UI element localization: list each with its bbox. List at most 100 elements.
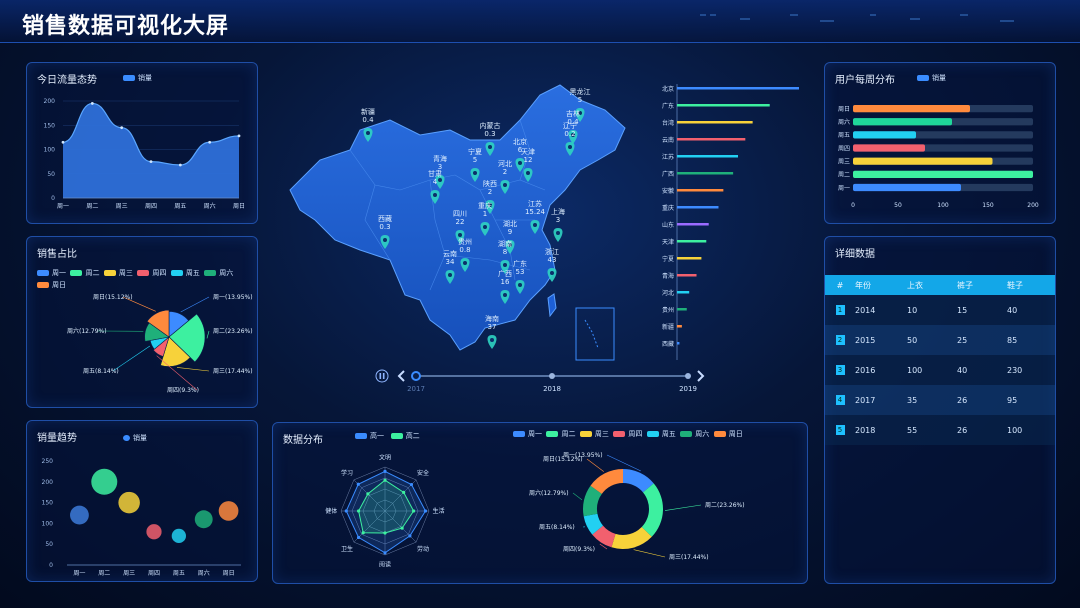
cell: 26	[957, 395, 968, 405]
bubble	[146, 524, 162, 540]
table-header: # 年份 上衣 裤子 鞋子	[825, 275, 1055, 295]
map-province-label: 北京 6	[504, 138, 536, 154]
category-label: 周日	[838, 106, 850, 113]
radar-point	[356, 482, 360, 486]
province-value: 34	[445, 258, 455, 266]
x-tick-label: 周三	[116, 203, 128, 210]
province-value: 0.8	[459, 246, 471, 254]
traffic-chart: 200 150 100 50 0周一 周二 周三 周四 周五 周六 周日	[44, 98, 245, 210]
legend-label: 周三	[594, 430, 609, 438]
timeline-node-2019[interactable]	[685, 373, 691, 379]
province-label: 河北	[662, 289, 674, 297]
radar-point	[383, 551, 387, 555]
map-province-label: 海南 37	[476, 315, 508, 331]
bubble	[118, 491, 140, 514]
province-name: 湖南	[498, 240, 512, 248]
map-province-label: 贵州 0.8	[449, 238, 481, 254]
legend-label: 周一	[528, 430, 542, 438]
province-value: 3	[555, 216, 561, 224]
south-sea-inset	[575, 307, 615, 361]
province-name: 陕西	[483, 180, 497, 188]
cell: 40	[957, 365, 968, 375]
radar-axis-label: 阅读	[379, 561, 391, 569]
radar-axis-label: 生活	[433, 507, 445, 515]
province-name: 内蒙古	[479, 122, 501, 130]
cell: 25	[957, 335, 968, 345]
map-pin-dot	[533, 223, 537, 227]
legend-item: 周六	[204, 269, 233, 277]
timeline-node-2017[interactable]	[411, 371, 421, 381]
header-decoration	[700, 14, 1014, 22]
map-province-label: 浙江 43	[536, 248, 568, 264]
y-tick-label: 150	[42, 500, 54, 507]
timeline-node-2018[interactable]	[549, 373, 555, 379]
province-name: 贵州	[458, 238, 472, 246]
ranking-bar	[677, 291, 690, 294]
map-pin-dot	[503, 183, 507, 187]
legend-swatch	[204, 270, 217, 276]
legend-label: 高一	[370, 432, 384, 440]
province-value: 0.4	[567, 118, 579, 126]
timeline[interactable]: 2017 2018 2019	[372, 365, 712, 395]
table-row[interactable]: 4 2017 35 26 95	[825, 385, 1055, 415]
legend-swatch	[390, 433, 403, 439]
map-pin-dot	[463, 261, 467, 265]
taiwan-shape	[547, 293, 557, 318]
label-leader	[206, 330, 210, 339]
cell: 2015	[855, 335, 876, 345]
x-tick-label: 150	[982, 202, 994, 209]
ranking-bar	[677, 155, 738, 158]
category-label: 周六	[838, 118, 850, 126]
legend-swatch	[546, 431, 559, 437]
x-tick-label: 周六	[204, 202, 216, 210]
slice-label: 周六(12.79%)	[67, 327, 107, 335]
province-value: 22	[455, 218, 465, 226]
map-province-label: 四川 22	[444, 210, 476, 226]
table-row[interactable]: 1 2014 10 15 40	[825, 295, 1055, 325]
map-province-label: 江苏 15.24	[519, 200, 551, 216]
radar-point	[400, 526, 404, 530]
map-pin-dot	[488, 145, 492, 149]
x-tick-label: 50	[894, 202, 902, 209]
prev-icon[interactable]	[397, 370, 405, 382]
map-pin-dot	[508, 243, 512, 247]
pause-icon[interactable]	[375, 369, 389, 383]
slice-label: 周二(23.26%)	[213, 328, 253, 335]
province-value: 6	[517, 146, 523, 154]
province-value: 15.24	[524, 208, 546, 216]
table-row[interactable]: 2 2015 50 25 85	[825, 325, 1055, 355]
map-province-label: 云南 34	[434, 250, 466, 266]
table-row[interactable]: 5 2018 55 26 100	[825, 415, 1055, 445]
ranking-bar	[677, 104, 770, 107]
donut-legend: 周一 周二 周三 周四 周五 周六 周日	[513, 429, 743, 439]
map-province-label: 黑龙江 5	[564, 88, 596, 104]
map-pin-dot	[458, 233, 462, 237]
x-tick-label: 周五	[174, 203, 186, 210]
y-tick-label: 200	[42, 479, 54, 486]
cell: 15	[957, 305, 968, 315]
province-value: 43	[547, 256, 557, 264]
ranking-bar	[677, 342, 680, 345]
table-row[interactable]: 3 2016 100 40 230	[825, 355, 1055, 385]
province-value: 12	[523, 156, 533, 164]
province-label: 广西	[662, 170, 674, 178]
legend-label: 销量	[932, 74, 946, 82]
province-name: 云南	[443, 250, 457, 258]
x-tick-label: 200	[1027, 202, 1039, 209]
rose-slice	[160, 336, 191, 367]
area-fill	[63, 103, 239, 198]
next-icon[interactable]	[697, 370, 705, 382]
label-leader	[572, 492, 583, 501]
province-value: 0.3	[379, 223, 391, 231]
traffic-title: 今日流量态势	[37, 75, 97, 86]
province-label: 江苏	[662, 153, 674, 161]
row-index: 3	[835, 365, 845, 375]
row-index: 5	[835, 425, 845, 435]
trend-bubble-chart: 250 200 150 100 50 0 周一 周二 周三 周四 周五 周六 周日	[42, 458, 241, 577]
province-name: 北京	[513, 138, 527, 146]
province-value: 5	[472, 156, 478, 164]
ranking-bar	[677, 189, 724, 192]
legend-swatch	[680, 431, 693, 437]
